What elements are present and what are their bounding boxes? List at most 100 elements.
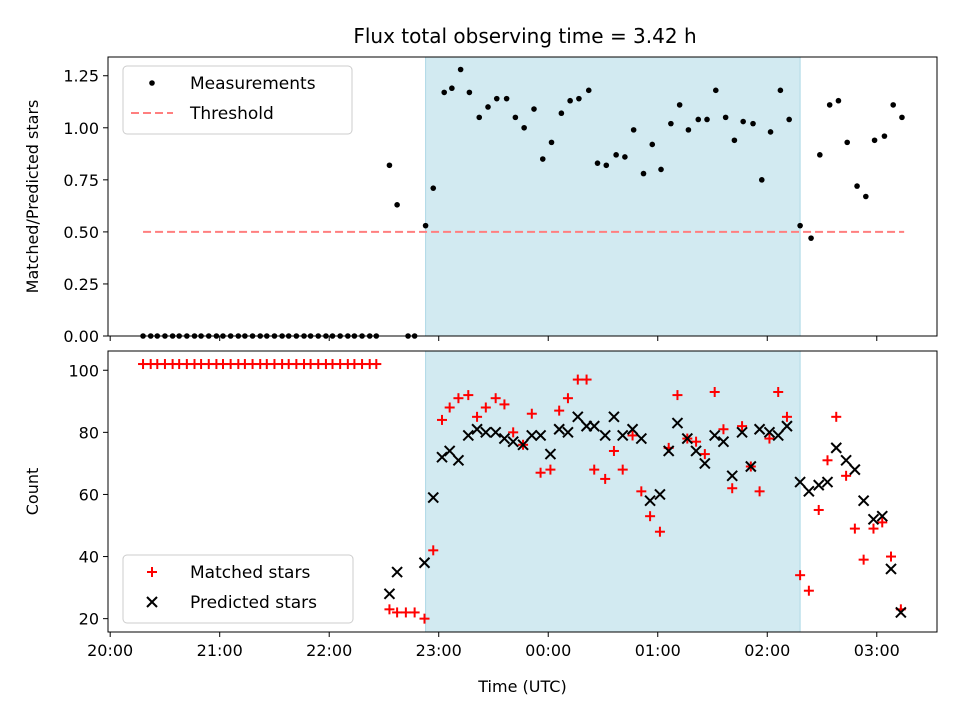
predicted-stars-point <box>644 494 656 507</box>
matched-stars-point <box>562 393 573 404</box>
predicted-stars-marker-b <box>745 460 757 473</box>
matched-stars-point <box>453 393 464 404</box>
x-tick-label: 01:00 <box>635 641 681 660</box>
predicted-stars-marker-b <box>608 411 620 423</box>
measurement-point <box>386 162 393 169</box>
predicted-stars-marker-b <box>671 417 684 429</box>
x-tick-label: 20:00 <box>87 641 133 660</box>
measurement-point <box>871 137 878 144</box>
measurement-point <box>576 95 582 102</box>
predicted-stars-point <box>562 426 574 439</box>
matched-stars-point <box>754 486 765 497</box>
measurement-point <box>826 102 833 108</box>
predicted-stars-point <box>635 432 648 445</box>
x-tick-label: 00:00 <box>525 641 571 660</box>
matched-stars-point <box>554 405 565 416</box>
measurement-point <box>786 116 792 123</box>
measurement-point <box>457 66 464 73</box>
predicted-stars-point <box>608 411 620 423</box>
matched-stars-point <box>636 486 647 497</box>
matched-stars-point <box>654 526 665 537</box>
predicted-stars-marker-b <box>876 510 888 522</box>
predicted-stars-point <box>383 588 396 600</box>
predicted-stars-point <box>553 423 565 435</box>
matched-stars-point <box>472 411 483 422</box>
measurement-point <box>899 114 905 121</box>
measurement-point <box>567 97 573 104</box>
predicted-stars-point <box>867 513 880 525</box>
predicted-stars-marker-b <box>544 448 557 460</box>
measurement-point <box>594 160 601 166</box>
predicted-stars-point <box>418 557 431 569</box>
matched-stars-point <box>868 523 879 534</box>
measurement-point <box>854 183 860 189</box>
predicted-stars-point <box>599 429 611 442</box>
measurement-point <box>531 106 537 112</box>
predicted-stars-point <box>803 485 815 498</box>
y-axis-label: Count <box>23 468 42 516</box>
measurement-point <box>603 162 610 169</box>
matched-stars-point <box>463 390 474 401</box>
matched-stars-point <box>392 607 403 618</box>
measurement-point <box>466 89 473 96</box>
predicted-stars-marker-b <box>553 423 565 435</box>
matched-stars-point <box>419 613 430 624</box>
axes-frame <box>107 350 938 633</box>
measurement-point <box>503 95 510 102</box>
predicted-stars-point <box>544 448 557 460</box>
measurement-point <box>449 85 455 92</box>
predicted-stars-point <box>813 479 825 491</box>
measurement-point <box>797 222 803 229</box>
predicted-stars-point <box>781 420 793 432</box>
predicted-stars-point <box>699 457 711 470</box>
measurement-point <box>548 139 555 146</box>
measurement-point <box>394 202 400 208</box>
predicted-stars-point <box>616 429 629 442</box>
predicted-stars-point <box>830 442 842 454</box>
measurement-point <box>485 104 491 110</box>
matched-stars-point <box>709 386 720 397</box>
predicted-stars-marker-b <box>717 435 730 448</box>
measurement-point <box>731 137 738 144</box>
measurement-point <box>808 235 814 241</box>
measurement-point <box>767 129 774 135</box>
measurement-point <box>668 120 674 127</box>
matched-stars-point <box>627 430 638 441</box>
predicted-stars-point <box>681 432 694 445</box>
predicted-stars-marker-b <box>498 432 511 445</box>
predicted-stars-point <box>462 429 474 442</box>
matched-stars-point <box>508 427 519 438</box>
matched-stars-point <box>858 554 869 565</box>
matched-stars-point <box>795 570 806 581</box>
predicted-stars-point <box>654 488 666 501</box>
matched-stars-point <box>645 511 656 522</box>
y-tick-label: 0.50 <box>63 223 99 242</box>
predicted-stars-marker-b <box>821 476 834 488</box>
matched-stars-point <box>877 517 888 528</box>
predicted-stars-marker-b <box>690 445 702 457</box>
matched-stars-point <box>841 470 852 481</box>
legend-label: Threshold <box>189 104 274 124</box>
measurement-point <box>649 141 656 148</box>
legend-label: Measurements <box>190 74 316 94</box>
predicted-stars-point <box>876 510 888 522</box>
predicted-stars-point <box>534 429 547 442</box>
measurement-point <box>512 114 519 121</box>
predicted-stars-point <box>443 445 456 457</box>
measurement-point <box>676 102 683 108</box>
predicted-stars-point <box>471 423 483 435</box>
predicted-stars-point <box>857 494 870 507</box>
predicted-stars-marker-b <box>443 445 456 457</box>
predicted-stars-marker-b <box>452 454 465 467</box>
matched-stars-point <box>480 402 491 413</box>
shaded-observing-interval <box>425 56 801 337</box>
matched-stars-point <box>617 464 628 475</box>
chart-title: Flux total observing time = 3.42 h <box>353 24 696 48</box>
measurement-point <box>430 185 437 191</box>
predicted-stars-marker-b <box>517 439 529 451</box>
predicted-stars-marker-b <box>840 454 852 467</box>
predicted-stars-marker-b <box>857 494 870 507</box>
predicted-stars-point <box>849 463 861 476</box>
y-tick-label: 80 <box>79 423 99 442</box>
predicted-stars-marker-b <box>763 426 776 439</box>
